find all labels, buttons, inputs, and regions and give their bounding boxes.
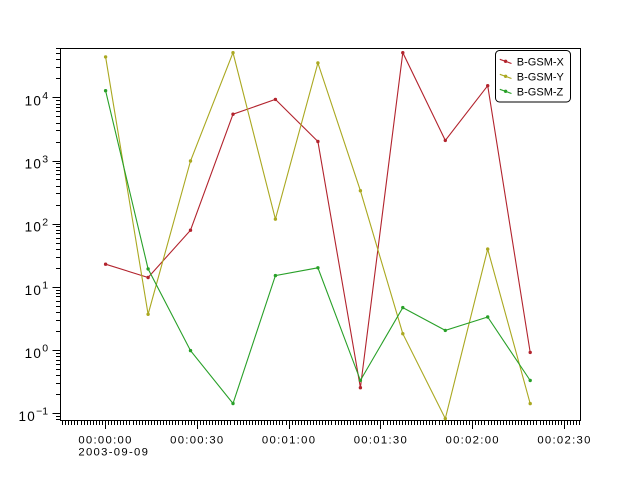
svg-text:2003-09-09: 2003-09-09	[78, 447, 149, 459]
svg-text:00:02:00: 00:02:00	[446, 435, 500, 447]
svg-text:00:02:30: 00:02:30	[537, 435, 591, 447]
svg-text:00:01:30: 00:01:30	[354, 435, 408, 447]
svg-text:B-GSM-X: B-GSM-X	[517, 56, 565, 68]
svg-text:00:00:00: 00:00:00	[78, 435, 132, 447]
svg-text:00:01:00: 00:01:00	[262, 435, 316, 447]
svg-text:B-GSM-Z: B-GSM-Z	[517, 86, 564, 98]
svg-text:B-GSM-Y: B-GSM-Y	[517, 71, 565, 83]
svg-text:00:00:30: 00:00:30	[170, 435, 224, 447]
